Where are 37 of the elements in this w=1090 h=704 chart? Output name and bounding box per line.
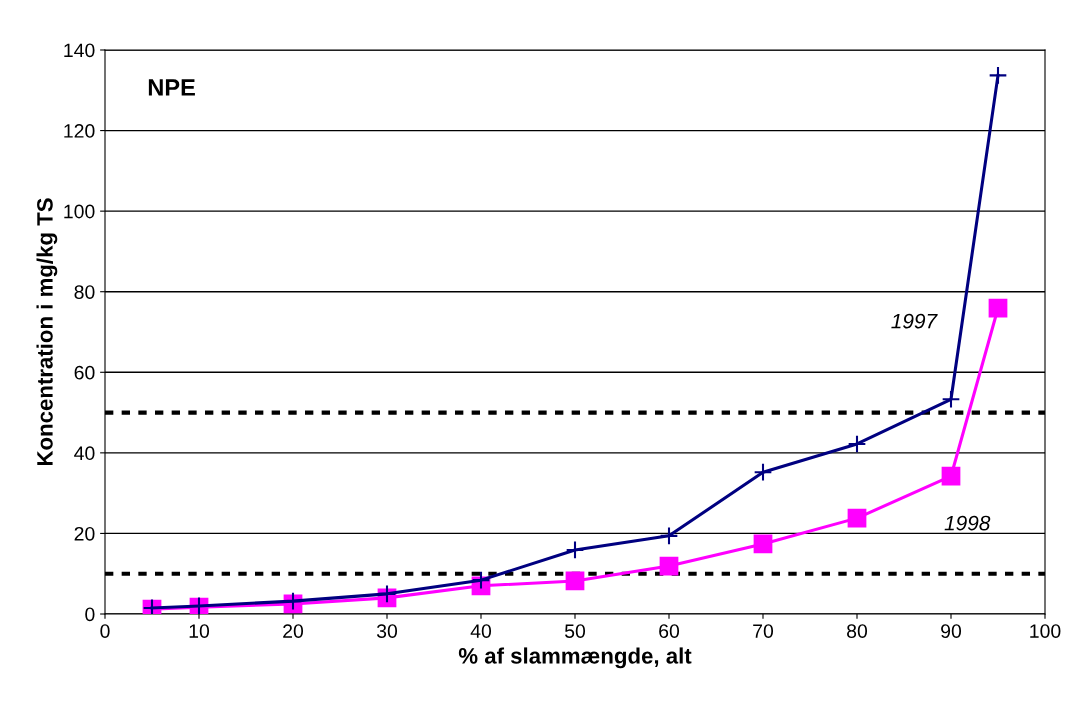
x-tick-label: 0 [100, 624, 110, 638]
x-tick-label: 30 [376, 624, 398, 638]
x-axis-title: % af slammængde, alt [458, 647, 692, 669]
point [565, 571, 585, 591]
point [659, 556, 679, 576]
point [471, 570, 491, 590]
x-tick-label: 40 [470, 624, 492, 638]
point [565, 540, 585, 560]
x-tick-label: 70 [753, 624, 774, 638]
y-tick-label: 40 [74, 446, 95, 461]
y-tick-label: 120 [64, 124, 95, 138]
point [941, 466, 961, 486]
y-tick-label: 60 [74, 365, 95, 380]
point [753, 462, 773, 482]
y-tick-label: 100 [64, 204, 95, 219]
x-tick-label: 20 [283, 624, 304, 638]
series-label: 1997 [891, 313, 938, 329]
y-tick-label: 0 [85, 607, 95, 622]
x-tick-label: 90 [941, 624, 962, 638]
point [753, 534, 773, 554]
y-axis-title: Koncentration i mg/kg TS [36, 198, 58, 466]
x-tick-label: 60 [659, 624, 680, 638]
point [659, 526, 679, 546]
x-tick-label: 100 [1030, 624, 1061, 638]
y-tick-label: 80 [74, 285, 95, 299]
point [941, 389, 961, 409]
y-tick-label: 140 [64, 43, 95, 58]
annotation: NPE [148, 79, 195, 96]
point [988, 66, 1008, 85]
x-tick-label: 10 [189, 624, 210, 638]
series-label: 1998 [944, 515, 991, 531]
point [847, 434, 867, 454]
point [988, 298, 1008, 318]
x-tick-label: 80 [847, 624, 868, 638]
point [847, 508, 867, 528]
x-tick-label: 50 [564, 624, 586, 638]
y-tick-label: 20 [74, 526, 95, 541]
